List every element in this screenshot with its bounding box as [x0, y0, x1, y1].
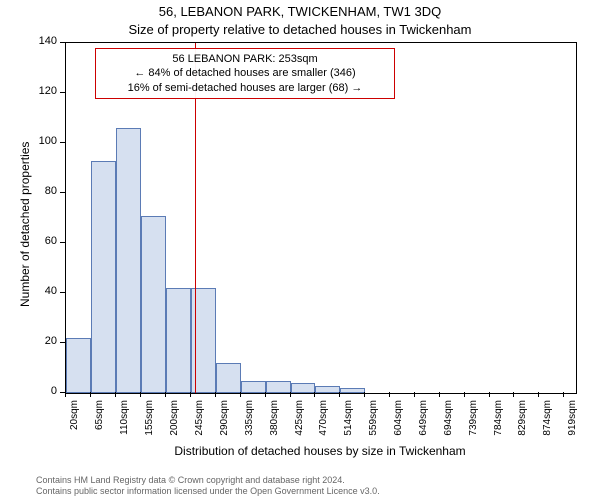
histogram-bar — [166, 288, 191, 393]
histogram-bar — [266, 381, 291, 394]
x-tick-label: 335sqm — [244, 400, 255, 450]
credits-line2: Contains public sector information licen… — [36, 486, 600, 497]
credits: Contains HM Land Registry data © Crown c… — [0, 475, 600, 498]
y-tick-label: 120 — [31, 85, 57, 97]
y-tick-label: 100 — [31, 135, 57, 147]
x-tick-label: 380sqm — [269, 400, 280, 450]
x-tick-label: 65sqm — [94, 400, 105, 450]
y-axis-label: Number of detached properties — [18, 142, 32, 307]
reference-annotation: 56 LEBANON PARK: 253sqm ← 84% of detache… — [95, 48, 395, 99]
x-tick-label: 739sqm — [468, 400, 479, 450]
chart-container: 56, LEBANON PARK, TWICKENHAM, TW1 3DQ Si… — [0, 0, 600, 500]
histogram-bar — [241, 381, 266, 394]
credits-line1: Contains HM Land Registry data © Crown c… — [36, 475, 600, 486]
x-tick-label: 649sqm — [418, 400, 429, 450]
annotation-line1: 56 LEBANON PARK: 253sqm — [102, 52, 388, 66]
histogram-bar — [116, 128, 141, 393]
annotation-line3: 16% of semi-detached houses are larger (… — [102, 81, 388, 95]
x-tick-label: 110sqm — [119, 400, 130, 450]
x-tick-label: 514sqm — [343, 400, 354, 450]
x-tick-label: 245sqm — [194, 400, 205, 450]
x-tick-label: 604sqm — [393, 400, 404, 450]
x-tick-label: 559sqm — [368, 400, 379, 450]
x-tick-label: 829sqm — [517, 400, 528, 450]
y-tick-label: 140 — [31, 35, 57, 47]
histogram-bar — [216, 363, 241, 393]
x-tick-label: 784sqm — [493, 400, 504, 450]
histogram-bar — [315, 386, 339, 394]
histogram-bar — [141, 216, 166, 394]
y-tick-label: 0 — [31, 385, 57, 397]
x-tick-label: 470sqm — [318, 400, 329, 450]
y-tick-label: 40 — [31, 285, 57, 297]
y-tick-label: 80 — [31, 185, 57, 197]
annotation-line2: ← 84% of detached houses are smaller (34… — [102, 66, 388, 80]
x-tick-label: 694sqm — [443, 400, 454, 450]
y-tick-label: 20 — [31, 335, 57, 347]
histogram-bar — [340, 388, 365, 393]
x-tick-label: 874sqm — [542, 400, 553, 450]
x-tick-label: 200sqm — [169, 400, 180, 450]
x-tick-label: 20sqm — [69, 400, 80, 450]
chart-subtitle: Size of property relative to detached ho… — [0, 22, 600, 37]
chart-title: 56, LEBANON PARK, TWICKENHAM, TW1 3DQ — [0, 4, 600, 19]
x-tick-label: 290sqm — [219, 400, 230, 450]
x-tick-label: 425sqm — [294, 400, 305, 450]
histogram-bar — [91, 161, 116, 394]
x-tick-label: 919sqm — [567, 400, 578, 450]
histogram-bar — [291, 383, 316, 393]
histogram-bar — [66, 338, 91, 393]
x-tick-label: 155sqm — [144, 400, 155, 450]
y-tick-label: 60 — [31, 235, 57, 247]
